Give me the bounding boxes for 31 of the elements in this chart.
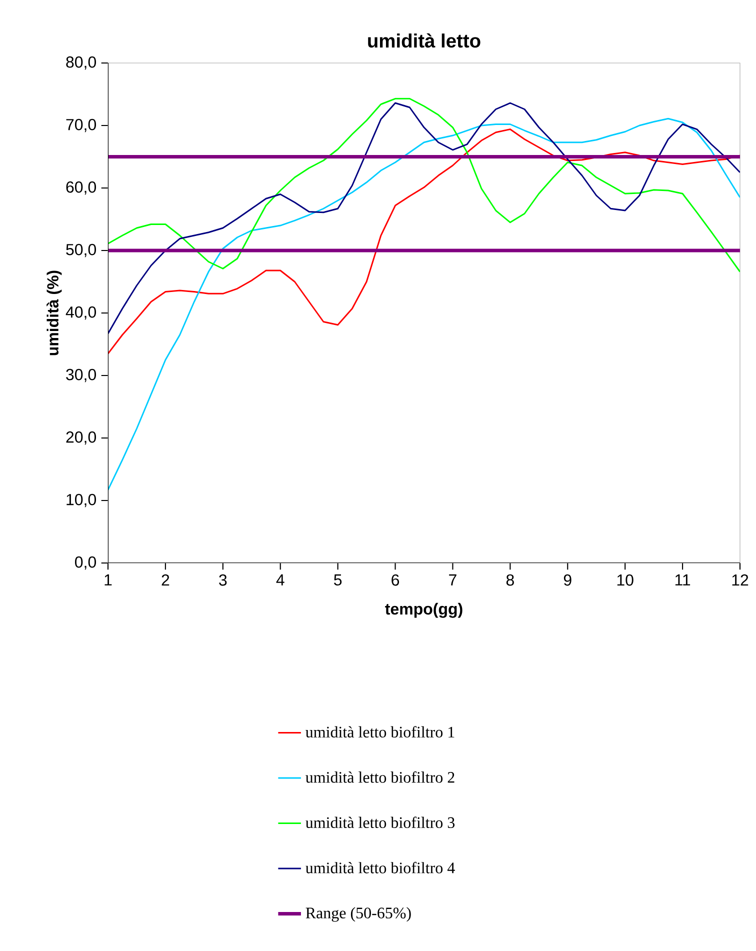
x-tick-label: 1: [104, 574, 112, 586]
x-tick-label: 7: [449, 574, 456, 586]
y-axis-title: umidità (%): [46, 270, 62, 356]
y-tick-label: 70,0: [66, 118, 96, 132]
x-tick-label: 11: [675, 574, 690, 586]
legend-label: umidità letto biofiltro 3: [306, 816, 455, 828]
x-tick-label: 8: [506, 574, 514, 586]
y-tick-label: 80,0: [66, 56, 96, 70]
y-tick-label: 10,0: [66, 494, 96, 508]
x-tick-label: 3: [219, 574, 227, 586]
legend-label: umidità letto biofiltro 2: [306, 771, 454, 783]
legend-label: Range (50-65%): [306, 907, 411, 922]
x-tick-label: 6: [392, 574, 400, 586]
x-tick-label: 2: [162, 574, 170, 586]
line-series: [108, 102, 740, 334]
x-tick-label: 4: [276, 574, 284, 586]
legend-label: umidità letto biofiltro 4: [306, 862, 455, 874]
x-tick-label: 10: [617, 574, 634, 586]
y-tick-label: 40,0: [66, 306, 96, 320]
x-tick-label: 9: [564, 574, 572, 586]
y-tick-label: 50,0: [66, 244, 96, 258]
chart-title: umidità letto: [368, 33, 480, 48]
y-tick-label: 30,0: [66, 368, 96, 382]
x-tick-label: 5: [334, 574, 342, 586]
y-tick-label: 20,0: [66, 431, 96, 445]
x-axis-title: tempo(gg): [385, 602, 462, 618]
x-tick-label: 12: [732, 574, 748, 586]
y-tick-label: 0,0: [75, 556, 96, 570]
legend-label: umidità letto biofiltro 1: [306, 726, 454, 738]
y-tick-label: 60,0: [66, 181, 96, 195]
line-series: [108, 98, 740, 272]
